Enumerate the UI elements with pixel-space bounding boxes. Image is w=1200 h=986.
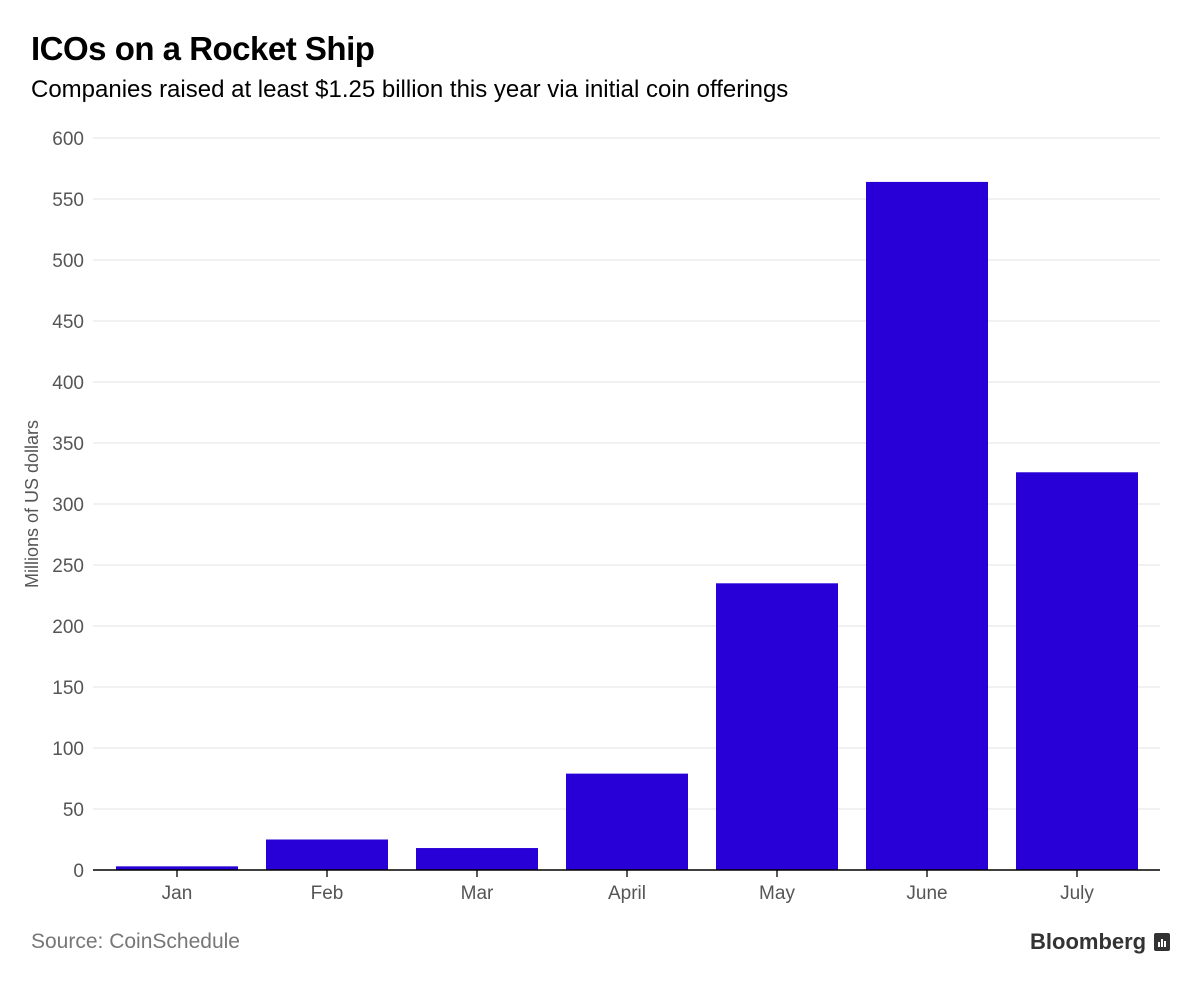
y-tick-label: 0 xyxy=(73,861,84,882)
bar-may xyxy=(716,583,838,870)
x-tick-label: May xyxy=(759,883,795,904)
x-tick-label: Jan xyxy=(162,883,193,904)
y-axis-label: Millions of US dollars xyxy=(22,420,42,588)
chart-title: ICOs on a Rocket Ship xyxy=(31,30,375,67)
y-tick-label: 400 xyxy=(52,373,84,394)
x-tick-label: Feb xyxy=(311,883,344,904)
y-tick-label: 50 xyxy=(63,800,84,821)
bar-june xyxy=(866,181,988,871)
bar-jan xyxy=(116,866,238,870)
bar-july xyxy=(1016,472,1138,870)
y-tick-label: 100 xyxy=(52,739,84,760)
y-tick-label: 550 xyxy=(52,190,84,211)
x-tick-label: April xyxy=(608,883,646,904)
y-tick-label: 250 xyxy=(52,556,84,577)
bloomberg-chart-icon xyxy=(1154,933,1171,951)
bar-feb xyxy=(266,839,388,870)
x-tick-label: Mar xyxy=(461,883,494,904)
bloomberg-logo: Bloomberg xyxy=(1030,929,1171,955)
y-tick-label: 350 xyxy=(52,434,84,455)
y-tick-label: 150 xyxy=(52,678,84,699)
bar-april xyxy=(566,773,688,870)
y-tick-label: 300 xyxy=(52,495,84,516)
y-tick-label: 600 xyxy=(52,129,84,150)
bar-mar xyxy=(416,848,538,870)
y-tick-label: 450 xyxy=(52,312,84,333)
y-tick-label: 500 xyxy=(52,251,84,272)
x-tick-label: June xyxy=(906,883,947,904)
source-note: Source: CoinSchedule xyxy=(31,930,240,953)
chart-subtitle: Companies raised at least $1.25 billion … xyxy=(31,76,789,103)
y-tick-label: 200 xyxy=(52,617,84,638)
x-tick-label: July xyxy=(1060,883,1094,904)
brand-name: Bloomberg xyxy=(1030,929,1147,954)
